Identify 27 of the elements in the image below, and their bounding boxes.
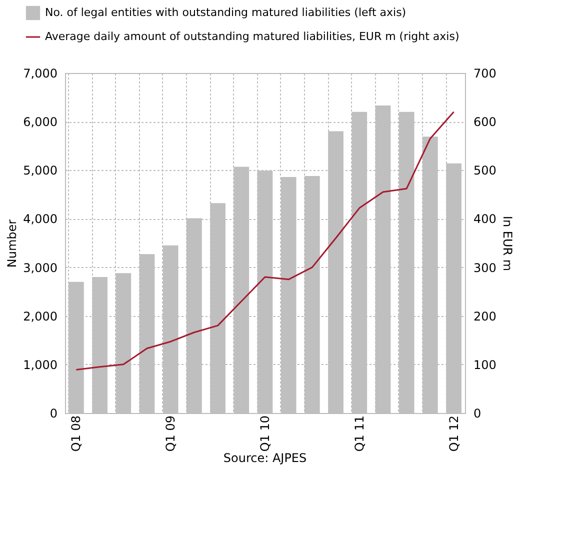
y-tick-label: 0 — [50, 406, 58, 420]
y-tick-label: 6,000 — [23, 115, 58, 130]
y-tick-label: 2,000 — [23, 309, 58, 324]
x-tick-label: Q1 11 — [352, 416, 366, 452]
y2-tick-label: 400 — [474, 212, 496, 226]
x-tick-label: Q1 09 — [164, 416, 178, 452]
y-tick-label: 1,000 — [23, 358, 58, 372]
y2-tick-label: 700 — [474, 66, 496, 80]
y-tick-label: 5,000 — [23, 164, 58, 178]
x-tick-label: Q1 10 — [258, 416, 272, 452]
y2-tick-label: 600 — [474, 115, 496, 130]
legend-label: Average daily amount of outstanding matured liabilities, EUR m (right axis) — [45, 30, 460, 43]
y2-tick-label: 200 — [474, 309, 496, 324]
y2-tick-label: 500 — [474, 164, 496, 178]
y2-tick-label: 100 — [474, 358, 496, 372]
source-note: Source: AJPES — [223, 451, 307, 466]
y-tick-label: 7,000 — [23, 66, 58, 80]
y-tick-label: 3,000 — [23, 260, 58, 275]
y2-tick-label: 300 — [474, 260, 496, 275]
y-tick-label: 4,000 — [23, 212, 58, 226]
x-tick-label: Q1 12 — [446, 416, 461, 452]
legend-label: No. of legal entities with outstanding matured liabilities (left axis) — [45, 6, 406, 19]
line-series — [75, 111, 455, 371]
y2-tick-label: 0 — [474, 406, 482, 420]
y-axis-title: Number — [5, 219, 20, 268]
x-tick-label: Q1 08 — [69, 416, 84, 452]
y2-axis-title: In EUR m — [500, 216, 514, 272]
